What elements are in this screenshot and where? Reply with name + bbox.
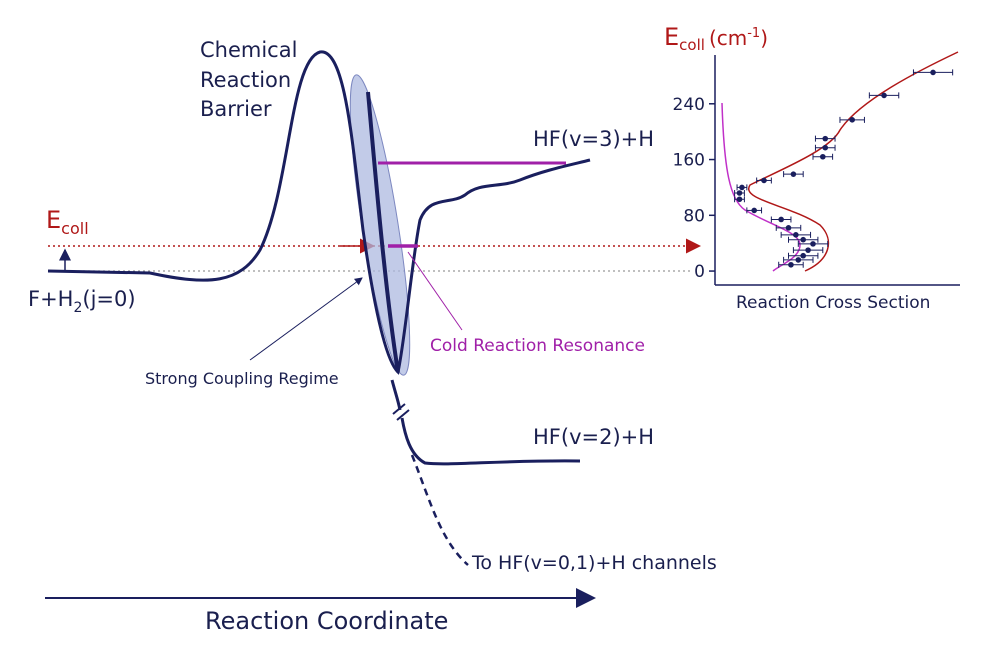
data-point [822,135,829,142]
y-label-unit: ) [760,26,768,50]
data-point [785,225,792,231]
data-point [810,241,816,247]
barrier-label: Chemical [200,38,297,62]
error-cap [756,177,772,184]
resonance-label: Cold Reaction Resonance [430,336,645,356]
error-cap [778,261,804,268]
data-point [793,232,799,238]
error-cap [812,153,834,160]
channel-label: HF(v=2)+H [533,425,654,449]
error-cap [788,252,819,259]
error-cap [912,69,954,76]
data-point [820,153,826,160]
hf-v2-curve [390,379,581,466]
y-label-sup: -1 [747,26,760,41]
reactant-b: (j=0) [82,287,135,311]
ecoll-label: Ecoll [46,206,89,238]
data-point [881,92,887,99]
reactant-a: F+H [28,287,73,311]
resonance-pointer [407,251,463,331]
error-cap [780,231,812,238]
reactant-label: F+H2(j=0) [28,287,136,316]
reactant-sub: 2 [73,300,82,316]
data-point [795,257,802,263]
data-point [736,190,743,196]
channel-label: HF(v=3)+H [533,127,654,151]
y-tick-label: 160 [673,151,705,171]
error-cap [792,247,824,254]
y-tick-label: 0 [694,262,705,282]
coupled-curve [366,91,400,373]
error-cap [734,196,745,203]
error-cap [775,224,802,231]
error-cap [770,216,792,223]
error-cap [783,171,804,178]
data-point [822,144,829,151]
data-point [800,252,806,259]
error-cap [814,144,836,151]
theory-curve [721,102,801,272]
potential-curve [47,50,591,375]
lower-channel [410,454,469,566]
barrier-label: Reaction [200,68,291,92]
coupling-pointer [249,277,363,361]
error-cap [839,116,865,123]
data-point [761,177,767,184]
data-point [778,216,784,223]
data-point [800,236,806,243]
axis-label: Reaction Coordinate [205,607,448,635]
ecoll-main: E [46,206,61,234]
axis-break [392,403,410,421]
coupling-label: Strong Coupling Regime [145,369,339,388]
data-point [849,117,855,123]
y-label-unit: (cm [709,26,747,50]
data-point [805,247,811,253]
error-cap [736,184,748,191]
inset-y-label: Ecoll (cm-1) [664,23,768,54]
y-tick-label: 240 [673,95,705,115]
data-point [788,261,794,268]
error-cap [797,240,829,247]
error-cap [788,236,819,243]
error-cap [746,207,763,214]
channel-label: To HF(v=0,1)+H channels [471,552,717,574]
error-cap [734,190,745,196]
data-point [751,207,757,214]
inset-chart: Ecoll (cm-1) Reaction Cross Section 0 80 16… [664,23,960,313]
y-label-sub: coll [679,36,705,54]
data-point [930,69,936,76]
error-cap [783,256,814,263]
error-cap [814,135,836,142]
barrier-label: Barrier [200,97,272,121]
data-point [736,196,743,203]
data-point [790,171,797,177]
ecoll-sub: coll [61,219,88,238]
y-tick-label: 80 [683,206,705,226]
y-label-main: E [664,23,679,51]
error-cap [868,92,900,99]
theory-curve [747,51,959,272]
inset-x-label: Reaction Cross Section [736,293,930,313]
data-point [739,184,745,191]
